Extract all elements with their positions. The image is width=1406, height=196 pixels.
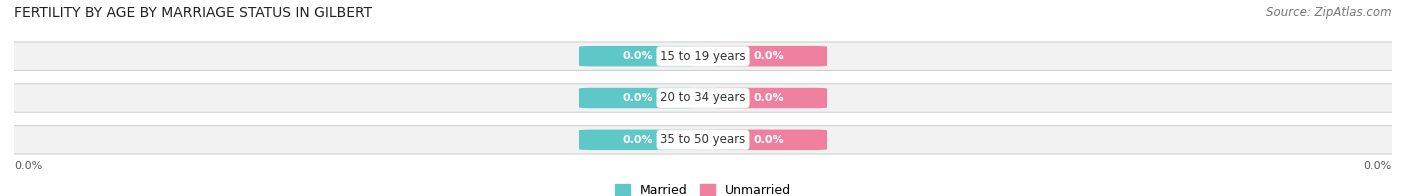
FancyBboxPatch shape <box>710 130 827 150</box>
Text: 15 to 19 years: 15 to 19 years <box>661 50 745 63</box>
Text: 0.0%: 0.0% <box>754 51 783 61</box>
FancyBboxPatch shape <box>0 42 1406 70</box>
Text: 0.0%: 0.0% <box>1364 161 1392 171</box>
Text: 0.0%: 0.0% <box>754 93 783 103</box>
Text: 35 to 50 years: 35 to 50 years <box>661 133 745 146</box>
Text: 0.0%: 0.0% <box>623 135 652 145</box>
FancyBboxPatch shape <box>579 46 696 66</box>
Text: 20 to 34 years: 20 to 34 years <box>661 92 745 104</box>
Text: 0.0%: 0.0% <box>623 93 652 103</box>
Text: 0.0%: 0.0% <box>754 135 783 145</box>
Text: Source: ZipAtlas.com: Source: ZipAtlas.com <box>1267 6 1392 19</box>
Legend: Married, Unmarried: Married, Unmarried <box>610 179 796 196</box>
FancyBboxPatch shape <box>710 46 827 66</box>
Text: 0.0%: 0.0% <box>14 161 42 171</box>
FancyBboxPatch shape <box>579 130 696 150</box>
Text: FERTILITY BY AGE BY MARRIAGE STATUS IN GILBERT: FERTILITY BY AGE BY MARRIAGE STATUS IN G… <box>14 6 373 20</box>
FancyBboxPatch shape <box>0 126 1406 154</box>
FancyBboxPatch shape <box>710 88 827 108</box>
Text: 0.0%: 0.0% <box>623 51 652 61</box>
FancyBboxPatch shape <box>579 88 696 108</box>
FancyBboxPatch shape <box>0 84 1406 112</box>
